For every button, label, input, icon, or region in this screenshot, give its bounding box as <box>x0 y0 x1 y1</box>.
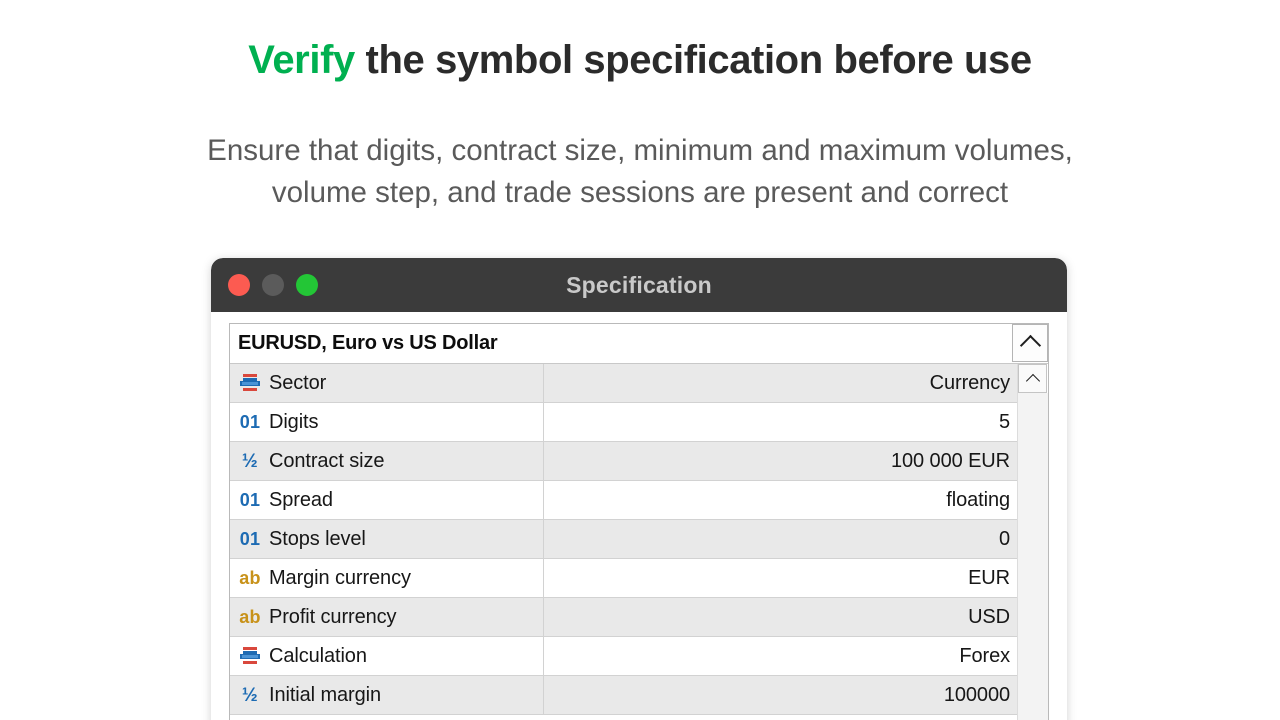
property-name-cell: ab Margin currency <box>230 559 544 597</box>
enum-icon <box>237 370 263 396</box>
type-icon-label: ab <box>239 607 261 627</box>
property-name-cell: ½ Contract size <box>230 442 544 480</box>
property-name: Calculation <box>269 644 367 667</box>
property-value: EUR <box>968 566 1010 589</box>
double-icon: ½ <box>237 448 263 474</box>
property-value: 5 <box>998 410 1010 433</box>
scrollbar-up-button[interactable] <box>1018 364 1047 393</box>
page-title-rest: the symbol specification before use <box>354 38 1033 82</box>
property-value: Forex <box>959 644 1010 667</box>
table-row[interactable]: ab Profit currency USD <box>230 598 1018 637</box>
minimize-button-icon[interactable] <box>262 274 284 296</box>
type-icon-label: ½ <box>241 684 259 706</box>
property-value-cell: 100 000 EUR <box>544 442 1018 480</box>
property-name: Initial margin <box>269 683 381 706</box>
property-value: floating <box>946 488 1010 511</box>
table-row[interactable]: 01 Digits 5 <box>230 403 1018 442</box>
property-name: Sector <box>269 371 327 394</box>
vertical-scrollbar[interactable] <box>1017 364 1048 720</box>
property-value: 0 <box>998 527 1010 550</box>
property-value-cell: 100000 <box>544 676 1018 714</box>
table-row[interactable]: 01 Spread floating <box>230 481 1018 520</box>
type-icon-label: ab <box>239 568 261 588</box>
table-row[interactable]: Calculation Forex <box>230 637 1018 676</box>
specification-table: Sector Currency 01 Digits 5 ½ Contract size 100… <box>230 364 1018 720</box>
page-subtitle-line1: Ensure that digits, contract size, minim… <box>207 134 1073 167</box>
property-name: Spread <box>269 488 333 511</box>
specification-window: Specification EURUSD, Euro vs US Dollar … <box>211 258 1067 720</box>
property-value: 100 000 EUR <box>891 449 1010 472</box>
property-name: Stops level <box>269 527 366 550</box>
scrollbar-track[interactable] <box>1018 393 1048 720</box>
zoom-button-icon[interactable] <box>296 274 318 296</box>
table-row[interactable]: ab Margin currency EUR <box>230 559 1018 598</box>
type-icon-label: 01 <box>239 529 261 549</box>
page-title-accent: Verify <box>248 38 355 82</box>
string-icon: ab <box>237 565 263 591</box>
window-titlebar: Specification <box>211 258 1067 312</box>
double-icon: ½ <box>237 682 263 708</box>
property-name: Margin currency <box>269 566 411 589</box>
property-value-cell: USD <box>544 598 1018 636</box>
page-subtitle: Ensure that digits, contract size, minim… <box>80 130 1200 214</box>
table-row[interactable]: Sector Currency <box>230 364 1018 403</box>
string-icon: ab <box>237 604 263 630</box>
property-value-cell: 0 <box>544 520 1018 558</box>
property-value-cell: Currency <box>544 364 1018 402</box>
specification-panel: EURUSD, Euro vs US Dollar Sector Currency… <box>229 323 1049 720</box>
symbol-header: EURUSD, Euro vs US Dollar <box>230 324 1048 364</box>
page-title: Verify the symbol specification before u… <box>0 38 1280 83</box>
property-name: Contract size <box>269 449 385 472</box>
property-name: Profit currency <box>269 605 397 628</box>
property-name: Digits <box>269 410 319 433</box>
property-value: Currency <box>929 371 1010 394</box>
property-name-cell: ab Profit currency <box>230 598 544 636</box>
property-name-cell: 01 Digits <box>230 403 544 441</box>
chevron-up-icon <box>1019 334 1041 357</box>
type-icon-label: ½ <box>241 450 259 472</box>
property-name-cell: ½ Initial margin <box>230 676 544 714</box>
enum-icon <box>237 643 263 669</box>
window-body: EURUSD, Euro vs US Dollar Sector Currency… <box>211 312 1067 720</box>
property-value-cell: Forex <box>544 637 1018 675</box>
property-value: 100000 <box>943 683 1010 706</box>
symbol-title: EURUSD, Euro vs US Dollar <box>238 332 498 354</box>
property-name-cell: 01 Spread <box>230 481 544 519</box>
property-name-cell: 01 Stops level <box>230 520 544 558</box>
table-row[interactable]: ½ Contract size 100 000 EUR <box>230 442 1018 481</box>
table-row[interactable]: 01 Stops level 0 <box>230 520 1018 559</box>
type-icon-label: 01 <box>239 490 261 510</box>
type-icon-label: 01 <box>239 412 261 432</box>
chevron-up-icon <box>1025 373 1040 388</box>
close-button-icon[interactable] <box>228 274 250 296</box>
integer-icon: 01 <box>237 409 263 435</box>
integer-icon: 01 <box>237 526 263 552</box>
property-value-cell: EUR <box>544 559 1018 597</box>
integer-icon: 01 <box>237 487 263 513</box>
property-value-cell: 5 <box>544 403 1018 441</box>
traffic-light-group <box>228 258 318 312</box>
property-name-cell: Sector <box>230 364 544 402</box>
property-name-cell: Calculation <box>230 637 544 675</box>
page-subtitle-line2: volume step, and trade sessions are pres… <box>271 176 1009 209</box>
table-row[interactable]: ½ Initial margin 100000 <box>230 676 1018 715</box>
collapse-button[interactable] <box>1012 324 1048 362</box>
property-value-cell: floating <box>544 481 1018 519</box>
property-value: USD <box>968 605 1010 628</box>
window-title: Specification <box>566 271 712 298</box>
